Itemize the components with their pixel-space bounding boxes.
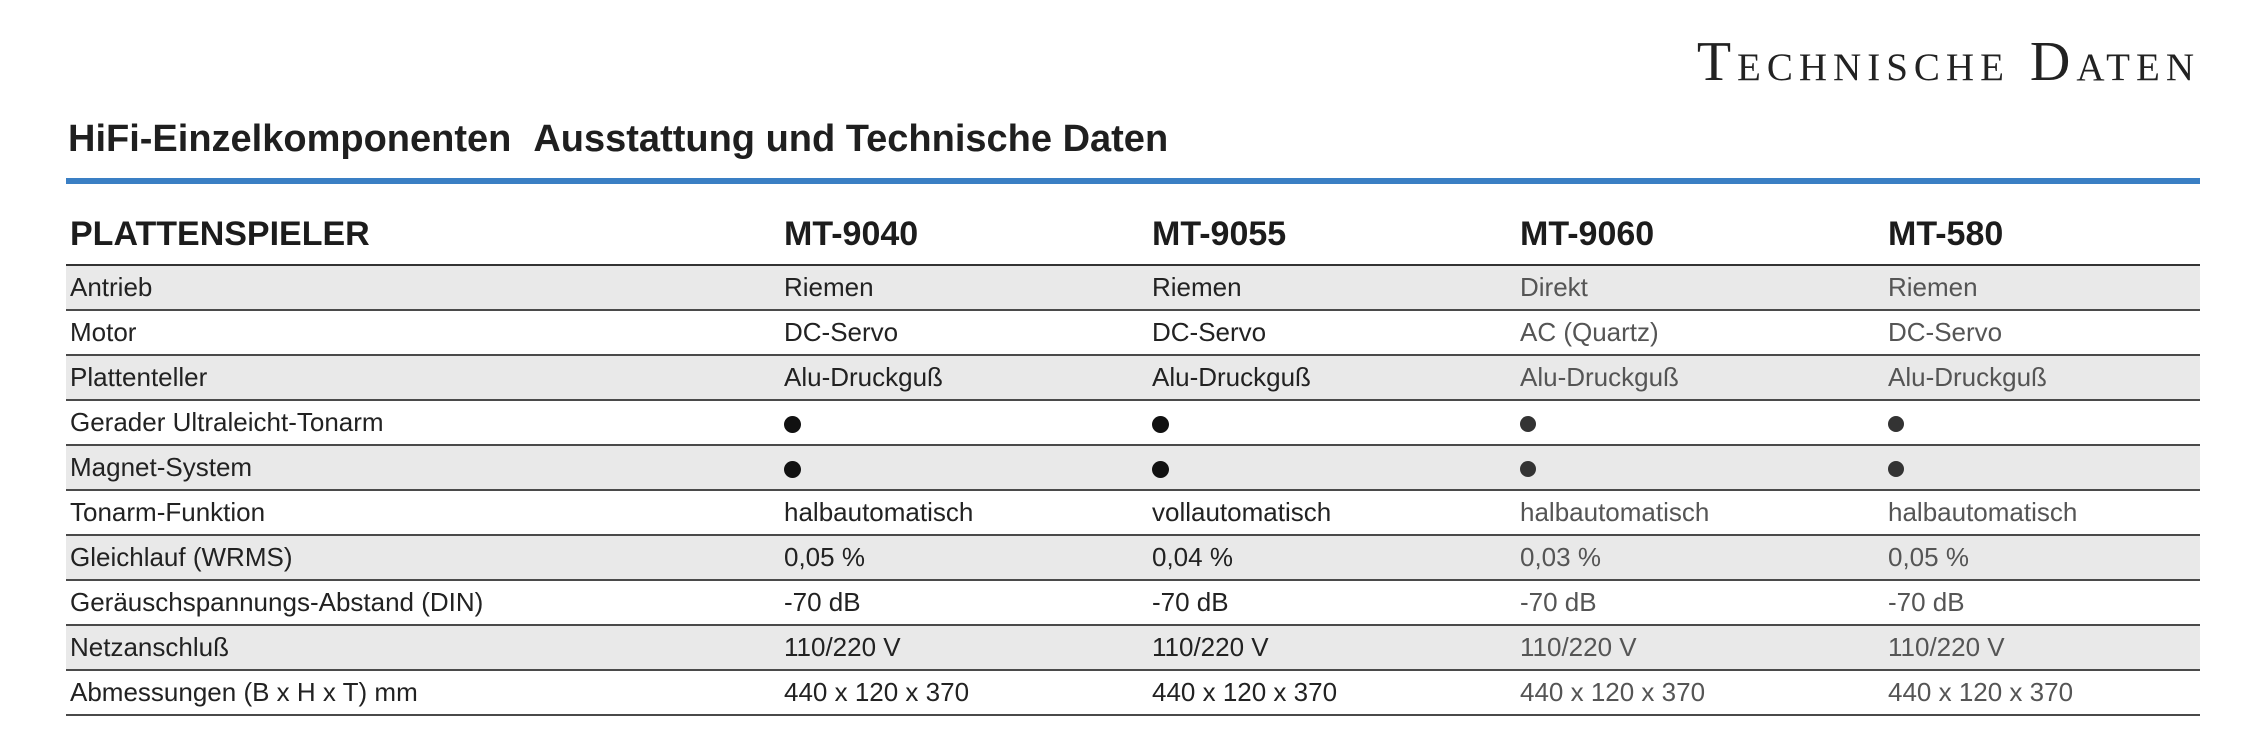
value-cell: 440 x 120 x 370 [1516, 670, 1884, 716]
page-heading: HiFi-Einzelkomponenten Ausstattung und Te… [68, 118, 1168, 161]
value-cell: 0,03 % [1516, 535, 1884, 581]
model-header: MT-9040 [780, 204, 1148, 266]
header-row: PLATTENSPIELER MT-9040 MT-9055 MT-9060 M… [66, 204, 2200, 266]
value-cell: vollautomatisch [1148, 490, 1516, 536]
table-row: Tonarm-Funktion halbautomatisch vollautoma… [66, 490, 2200, 536]
value-cell: DC-Servo [1148, 310, 1516, 356]
value-cell: 110/220 V [1148, 625, 1516, 671]
row-label: Abmessungen (B x H x T) mm [66, 670, 780, 716]
value-cell: Riemen [780, 265, 1148, 311]
value-cell: 0,04 % [1148, 535, 1516, 581]
value-cell: halbautomatisch [1516, 490, 1884, 536]
value-cell: 440 x 120 x 370 [780, 670, 1148, 716]
value-cell: -70 dB [1148, 580, 1516, 626]
table-row: Geräuschspannungs-Abstand (DIN) -70 dB -70… [66, 580, 2200, 626]
value-cell: -70 dB [780, 580, 1148, 626]
row-label: Gleichlauf (WRMS) [66, 535, 780, 581]
value-cell: 440 x 120 x 370 [1148, 670, 1516, 716]
value-cell: 0,05 % [780, 535, 1148, 581]
value-cell: Alu-Druckguß [1148, 355, 1516, 401]
value-cell: -70 dB [1516, 580, 1884, 626]
feature-cell [780, 445, 1148, 491]
table-row: Antrieb Riemen Riemen Direkt Riemen [66, 265, 2200, 311]
heading-rule [66, 178, 2200, 184]
feature-dot-icon [784, 460, 801, 478]
value-cell: 110/220 V [1884, 625, 2200, 671]
row-label: Antrieb [66, 265, 780, 311]
row-label: Gerader Ultraleicht-Tonarm [66, 400, 780, 446]
model-header: MT-580 [1884, 204, 2200, 266]
row-label: Motor [66, 310, 780, 356]
value-cell: Alu-Druckguß [780, 355, 1148, 401]
table-row: Magnet-System [66, 445, 2200, 491]
feature-dot-icon [1152, 415, 1169, 433]
row-label: Tonarm-Funktion [66, 490, 780, 536]
value-cell: 440 x 120 x 370 [1884, 670, 2200, 716]
feature-dot-icon [1152, 460, 1169, 478]
feature-dot-icon [1888, 416, 1904, 433]
table-row: Abmessungen (B x H x T) mm 440 x 120 x 37… [66, 670, 2200, 716]
heading-part1: HiFi-Einzelkomponenten [68, 118, 512, 160]
value-cell: Alu-Druckguß [1516, 355, 1884, 401]
value-cell: Riemen [1148, 265, 1516, 311]
feature-cell [1148, 400, 1516, 446]
value-cell: DC-Servo [780, 310, 1148, 356]
row-label: Plattenteller [66, 355, 780, 401]
table-row: Motor DC-Servo DC-Servo AC (Quartz) DC-Servo [66, 310, 2200, 356]
heading-part2: Ausstattung und Technische Daten [533, 118, 1169, 160]
table-row: Gerader Ultraleicht-Tonarm [66, 400, 2200, 446]
feature-cell [1884, 400, 2200, 446]
row-label: Netzanschluß [66, 625, 780, 671]
value-cell: AC (Quartz) [1516, 310, 1884, 356]
feature-cell [1148, 445, 1516, 491]
value-cell: halbautomatisch [1884, 490, 2200, 536]
row-label: Geräuschspannungs-Abstand (DIN) [66, 580, 780, 626]
feature-dot-icon [1888, 461, 1904, 478]
category-header: PLATTENSPIELER [66, 204, 780, 266]
value-cell: DC-Servo [1884, 310, 2200, 356]
value-cell: 0,05 % [1884, 535, 2200, 581]
feature-cell [1516, 400, 1884, 446]
value-cell: Riemen [1884, 265, 2200, 311]
value-cell: 110/220 V [780, 625, 1148, 671]
table-row: Plattenteller Alu-Druckguß Alu-Druckguß Alu… [66, 355, 2200, 401]
value-cell: Alu-Druckguß [1884, 355, 2200, 401]
feature-cell [780, 400, 1148, 446]
model-header: MT-9055 [1148, 204, 1516, 266]
value-cell: halbautomatisch [780, 490, 1148, 536]
feature-cell [1884, 445, 2200, 491]
feature-cell [1516, 445, 1884, 491]
table-row: Gleichlauf (WRMS) 0,05 % 0,04 % 0,03 % 0,05 … [66, 535, 2200, 581]
row-label: Magnet-System [66, 445, 780, 491]
model-header: MT-9060 [1516, 204, 1884, 266]
value-cell: -70 dB [1884, 580, 2200, 626]
feature-dot-icon [784, 415, 801, 433]
corner-title: Technische Daten [1696, 31, 2200, 93]
feature-dot-icon [1520, 461, 1536, 478]
value-cell: Direkt [1516, 265, 1884, 311]
spec-table: PLATTENSPIELER MT-9040 MT-9055 MT-9060 M… [66, 204, 2200, 716]
feature-dot-icon [1520, 416, 1536, 433]
value-cell: 110/220 V [1516, 625, 1884, 671]
